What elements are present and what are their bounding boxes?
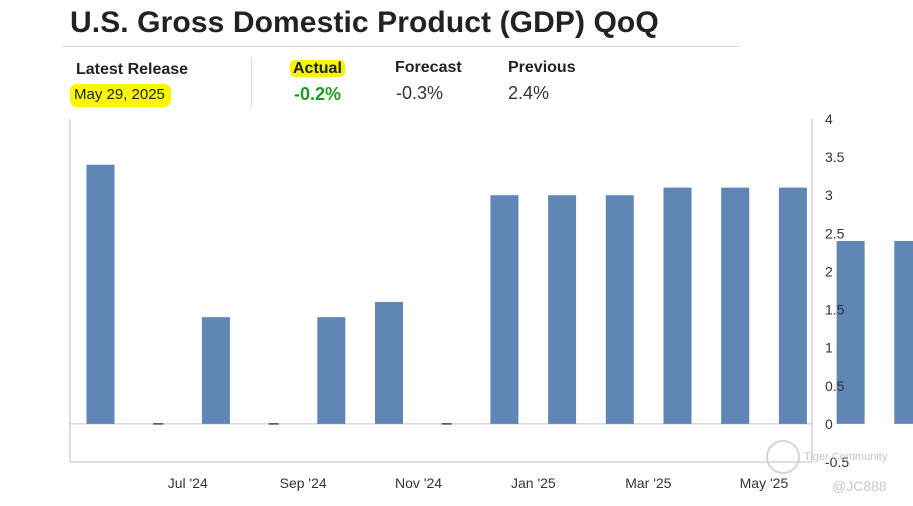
y-tick-label: 1 (825, 340, 833, 356)
watermark-community-text: Tiger Community (804, 451, 888, 463)
header-divider (251, 57, 252, 107)
actual-value: -0.2% (294, 84, 342, 104)
x-tick-label: May '25 (740, 475, 789, 491)
bar (375, 301, 403, 424)
y-tick-label: 1.5 (825, 302, 845, 318)
bars (86, 164, 913, 425)
y-tick-label: 3 (825, 187, 833, 203)
title-divider (62, 46, 740, 47)
bar (721, 187, 750, 424)
x-tick-label: Mar '25 (625, 475, 671, 491)
bar (778, 187, 807, 424)
y-tick-label: 0.5 (825, 378, 845, 394)
plot-frame (69, 119, 813, 463)
bar (490, 195, 519, 424)
bar (317, 317, 346, 424)
y-tick-label: 2 (825, 263, 833, 279)
x-tick-label: Nov '24 (395, 475, 442, 491)
forecast-value: -0.3% (396, 83, 444, 103)
watermark-community: Tiger Community (766, 440, 887, 474)
watermark-handle: @JC888 (832, 478, 887, 494)
previous-label: Previous (508, 59, 576, 76)
bar (836, 240, 865, 424)
page-title: U.S. Gross Domestic Product (GDP) QoQ (70, 6, 659, 39)
x-tick-label: Jul '24 (168, 475, 208, 491)
y-tick-label: -0.5 (825, 454, 849, 470)
y-tick-label: 4 (825, 111, 833, 127)
previous-value: 2.4% (508, 83, 550, 103)
actual-label: Actual (290, 60, 345, 77)
y-tick-label: 3.5 (825, 149, 845, 165)
bar (201, 317, 230, 424)
x-tick-label: Sep '24 (280, 475, 327, 491)
latest-release-date: May 29, 2025 (70, 84, 171, 107)
y-axis-ticks: 4 3.5 3 2.5 2 1.5 1 0.5 0 -0.5 (825, 111, 849, 470)
y-tick-label: 2.5 (825, 225, 845, 241)
bar (605, 195, 634, 424)
bar (86, 164, 115, 424)
bar (663, 187, 692, 424)
latest-release-label: Latest Release (76, 61, 189, 78)
forecast-label: Forecast (395, 59, 462, 76)
bar (548, 195, 577, 424)
actual-label-wrap: Actual (290, 60, 345, 78)
bar (894, 240, 913, 424)
tiger-logo-icon (766, 440, 800, 474)
x-tick-label: Jan '25 (511, 475, 556, 491)
y-tick-label: 0 (825, 416, 833, 432)
x-axis-ticks: Jul '24 Sep '24 Nov '24 Jan '25 Mar '25 May '… (168, 475, 789, 491)
